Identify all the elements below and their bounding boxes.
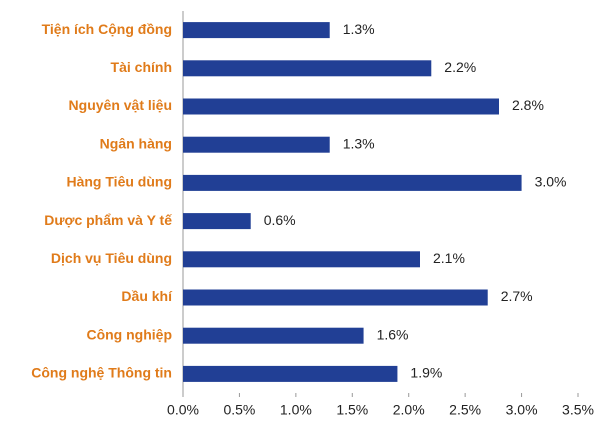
value-label: 3.0% [535,174,567,190]
bar [183,22,330,39]
bar [183,251,420,268]
value-label: 2.7% [501,288,533,304]
bar [183,174,522,191]
y-tick-label: Dầu khí [121,288,173,304]
y-tick-label: Công nghiệp [86,326,172,342]
value-label: 1.3% [343,135,375,151]
y-tick-label: Tiện ích Cộng đồng [42,21,172,37]
y-tick-label: Nguyên vật liệu [69,97,172,113]
value-label: 1.9% [410,365,442,381]
bar [183,365,398,382]
value-label: 2.1% [433,250,465,266]
x-tick-label: 1.5% [336,402,368,418]
value-label: 1.6% [377,326,409,342]
value-label: 2.2% [444,59,476,75]
bar [183,136,330,153]
y-tick-label: Dược phẩm và Y tế [44,212,172,228]
y-tick-label: Hàng Tiêu dùng [66,174,172,190]
y-tick-label: Tài chính [111,59,172,75]
bar [183,98,499,115]
x-tick-label: 3.0% [506,402,538,418]
y-tick-label: Công nghệ Thông tin [31,365,172,381]
x-tick-label: 2.0% [393,402,425,418]
value-label: 2.8% [512,97,544,113]
bar [183,60,432,77]
bar [183,327,364,344]
value-label: 1.3% [343,21,375,37]
bar [183,289,488,306]
bar [183,213,251,230]
value-label: 0.6% [264,212,296,228]
x-tick-label: 1.0% [280,402,312,418]
x-tick-label: 3.5% [562,402,594,418]
x-tick-label: 0.5% [223,402,255,418]
x-tick-label: 2.5% [449,402,481,418]
x-tick-label: 0.0% [167,402,199,418]
y-tick-label: Dịch vụ Tiêu dùng [51,250,172,266]
y-tick-label: Ngân hàng [100,135,172,151]
